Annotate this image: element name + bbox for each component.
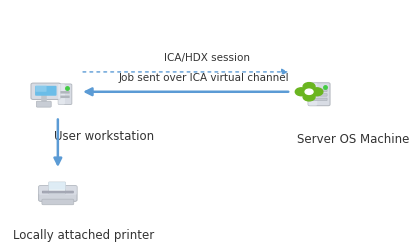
- FancyBboxPatch shape: [60, 91, 70, 93]
- FancyBboxPatch shape: [49, 182, 65, 194]
- FancyBboxPatch shape: [58, 84, 72, 105]
- Circle shape: [295, 88, 307, 96]
- FancyBboxPatch shape: [60, 95, 70, 98]
- FancyBboxPatch shape: [42, 191, 73, 193]
- Text: User workstation: User workstation: [54, 130, 154, 143]
- Circle shape: [311, 88, 323, 96]
- FancyBboxPatch shape: [35, 86, 57, 96]
- Circle shape: [305, 89, 313, 94]
- Text: ICA/HDX session: ICA/HDX session: [164, 53, 250, 63]
- Text: Locally attached printer: Locally attached printer: [13, 229, 154, 242]
- FancyBboxPatch shape: [311, 93, 327, 96]
- FancyBboxPatch shape: [31, 83, 61, 99]
- FancyBboxPatch shape: [49, 182, 65, 189]
- Circle shape: [303, 93, 315, 101]
- FancyBboxPatch shape: [308, 83, 330, 106]
- FancyBboxPatch shape: [39, 186, 77, 195]
- FancyBboxPatch shape: [39, 186, 77, 201]
- Text: Job sent over ICA virtual channel: Job sent over ICA virtual channel: [118, 73, 289, 83]
- FancyBboxPatch shape: [42, 199, 74, 205]
- Text: Server OS Machine: Server OS Machine: [297, 133, 409, 146]
- FancyBboxPatch shape: [36, 85, 47, 92]
- FancyBboxPatch shape: [311, 98, 327, 101]
- FancyBboxPatch shape: [36, 101, 51, 107]
- FancyBboxPatch shape: [308, 83, 317, 106]
- Circle shape: [303, 83, 315, 91]
- FancyBboxPatch shape: [311, 89, 327, 92]
- FancyBboxPatch shape: [58, 84, 65, 105]
